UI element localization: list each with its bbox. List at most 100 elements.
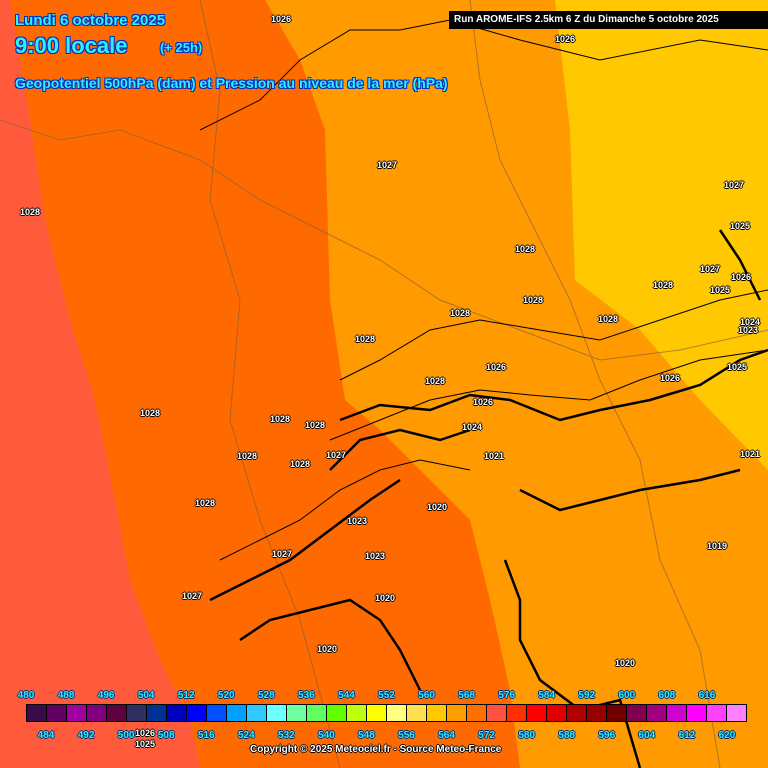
scale-tick-top: 544 <box>338 690 355 701</box>
pressure-label: 1025 <box>726 362 748 372</box>
color-swatch <box>607 705 627 721</box>
parameter-title: Geopotentiel 500hPa (dam) et Pression au… <box>15 75 448 91</box>
color-swatch <box>427 705 447 721</box>
scale-tick-bottom: 612 <box>678 730 696 741</box>
pressure-label: 1025 <box>729 221 751 231</box>
pressure-label: 1028 <box>354 334 376 344</box>
band-560 <box>555 0 768 470</box>
pressure-label: 1026 <box>472 397 494 407</box>
scale-tick-top: 600 <box>618 690 636 701</box>
pressure-label: 1028 <box>139 408 161 418</box>
color-swatch <box>727 705 746 721</box>
pressure-label: 1023 <box>346 516 368 526</box>
pressure-label: 1027 <box>376 160 398 170</box>
pressure-label: 1028 <box>449 308 471 318</box>
pressure-label: 1024 <box>739 317 761 327</box>
color-swatch <box>327 705 347 721</box>
color-swatch <box>307 705 327 721</box>
pressure-label: 1026 <box>485 362 507 372</box>
color-swatch <box>527 705 547 721</box>
color-swatch <box>127 705 147 721</box>
color-swatch <box>507 705 527 721</box>
scale-tick-bottom: 492 <box>77 730 95 741</box>
pressure-label: 1023 <box>364 551 386 561</box>
scale-tick-top: 560 <box>418 690 435 701</box>
pressure-label: 1026 <box>554 34 576 44</box>
pressure-label: 1026 <box>730 272 752 282</box>
scale-tick-bottom: 524 <box>237 730 255 741</box>
scale-tick-top: 520 <box>217 690 235 701</box>
scale-tick-bottom: 540 <box>318 730 335 741</box>
pressure-label: 1028 <box>289 459 311 469</box>
scale-tick-top: 512 <box>177 690 195 701</box>
pressure-label: 1028 <box>236 451 258 461</box>
color-swatch <box>247 705 267 721</box>
color-swatch <box>487 705 507 721</box>
color-swatch <box>407 705 427 721</box>
pressure-label: 1023 <box>737 325 759 335</box>
scale-tick-top: 488 <box>57 690 75 701</box>
pressure-label: 1027 <box>271 549 293 559</box>
scale-tick-bottom: 548 <box>358 730 375 741</box>
pressure-label: 1027 <box>723 180 745 190</box>
scale-tick-top: 528 <box>257 690 275 701</box>
color-swatch <box>67 705 87 721</box>
scale-tick-bottom: 604 <box>638 730 656 741</box>
pressure-label: 1020 <box>426 502 448 512</box>
pressure-label: 1024 <box>461 422 483 432</box>
pressure-label: 1027 <box>181 591 203 601</box>
color-scale-bar <box>26 704 747 722</box>
pressure-label: 1020 <box>614 658 636 668</box>
color-swatch <box>107 705 127 721</box>
color-swatch <box>207 705 227 721</box>
scale-tick-top: 568 <box>458 690 475 701</box>
scale-tick-bottom: 588 <box>558 730 576 741</box>
color-swatch <box>227 705 247 721</box>
color-swatch <box>27 705 47 721</box>
isobars-thick <box>209 229 768 768</box>
pressure-label: 1026 <box>270 14 292 24</box>
scale-tick-top: 592 <box>578 690 596 701</box>
pressure-label: 1028 <box>194 498 216 508</box>
forecast-time: 9:00 locale <box>15 33 128 58</box>
pressure-label: 1028 <box>269 414 291 424</box>
color-swatch <box>167 705 187 721</box>
color-swatch <box>147 705 167 721</box>
pressure-label: 1028 <box>652 280 674 290</box>
color-swatch <box>447 705 467 721</box>
pressure-label: 1028 <box>304 420 326 430</box>
scale-tick-top: 616 <box>698 690 716 701</box>
pressure-label: 1021 <box>739 449 761 459</box>
pressure-label: 1027 <box>699 264 721 274</box>
color-swatch <box>647 705 667 721</box>
color-swatch <box>387 705 407 721</box>
pressure-label: 1020 <box>374 593 396 603</box>
color-swatch <box>587 705 607 721</box>
scale-tick-bottom: 508 <box>157 730 175 741</box>
scale-tick-bottom: 580 <box>518 730 536 741</box>
color-swatch <box>367 705 387 721</box>
pressure-label: 1028 <box>522 295 544 305</box>
band-568 <box>0 0 520 768</box>
color-swatch <box>287 705 307 721</box>
scale-tick-bottom: 516 <box>197 730 215 741</box>
scale-tick-bottom: 620 <box>718 730 736 741</box>
pressure-label: 1021 <box>483 451 505 461</box>
pressure-label: 1026 <box>659 373 681 383</box>
color-swatch <box>87 705 107 721</box>
color-swatch <box>467 705 487 721</box>
scale-tick-top: 480 <box>17 690 35 701</box>
forecast-date: Lundi 6 octobre 2025 <box>15 12 166 29</box>
scale-tick-bottom: 564 <box>438 730 455 741</box>
scale-tick-bottom: 572 <box>478 730 495 741</box>
color-swatch <box>707 705 727 721</box>
pressure-label: 1028 <box>597 314 619 324</box>
lead-time: (+ 25h) <box>160 40 203 55</box>
pressure-label: 1028 <box>19 207 41 217</box>
pressure-label: 1025 <box>709 285 731 295</box>
color-swatch <box>347 705 367 721</box>
isobars-thin <box>199 19 768 561</box>
scale-tick-top: 552 <box>378 690 395 701</box>
pressure-label: 1026 <box>134 728 156 738</box>
